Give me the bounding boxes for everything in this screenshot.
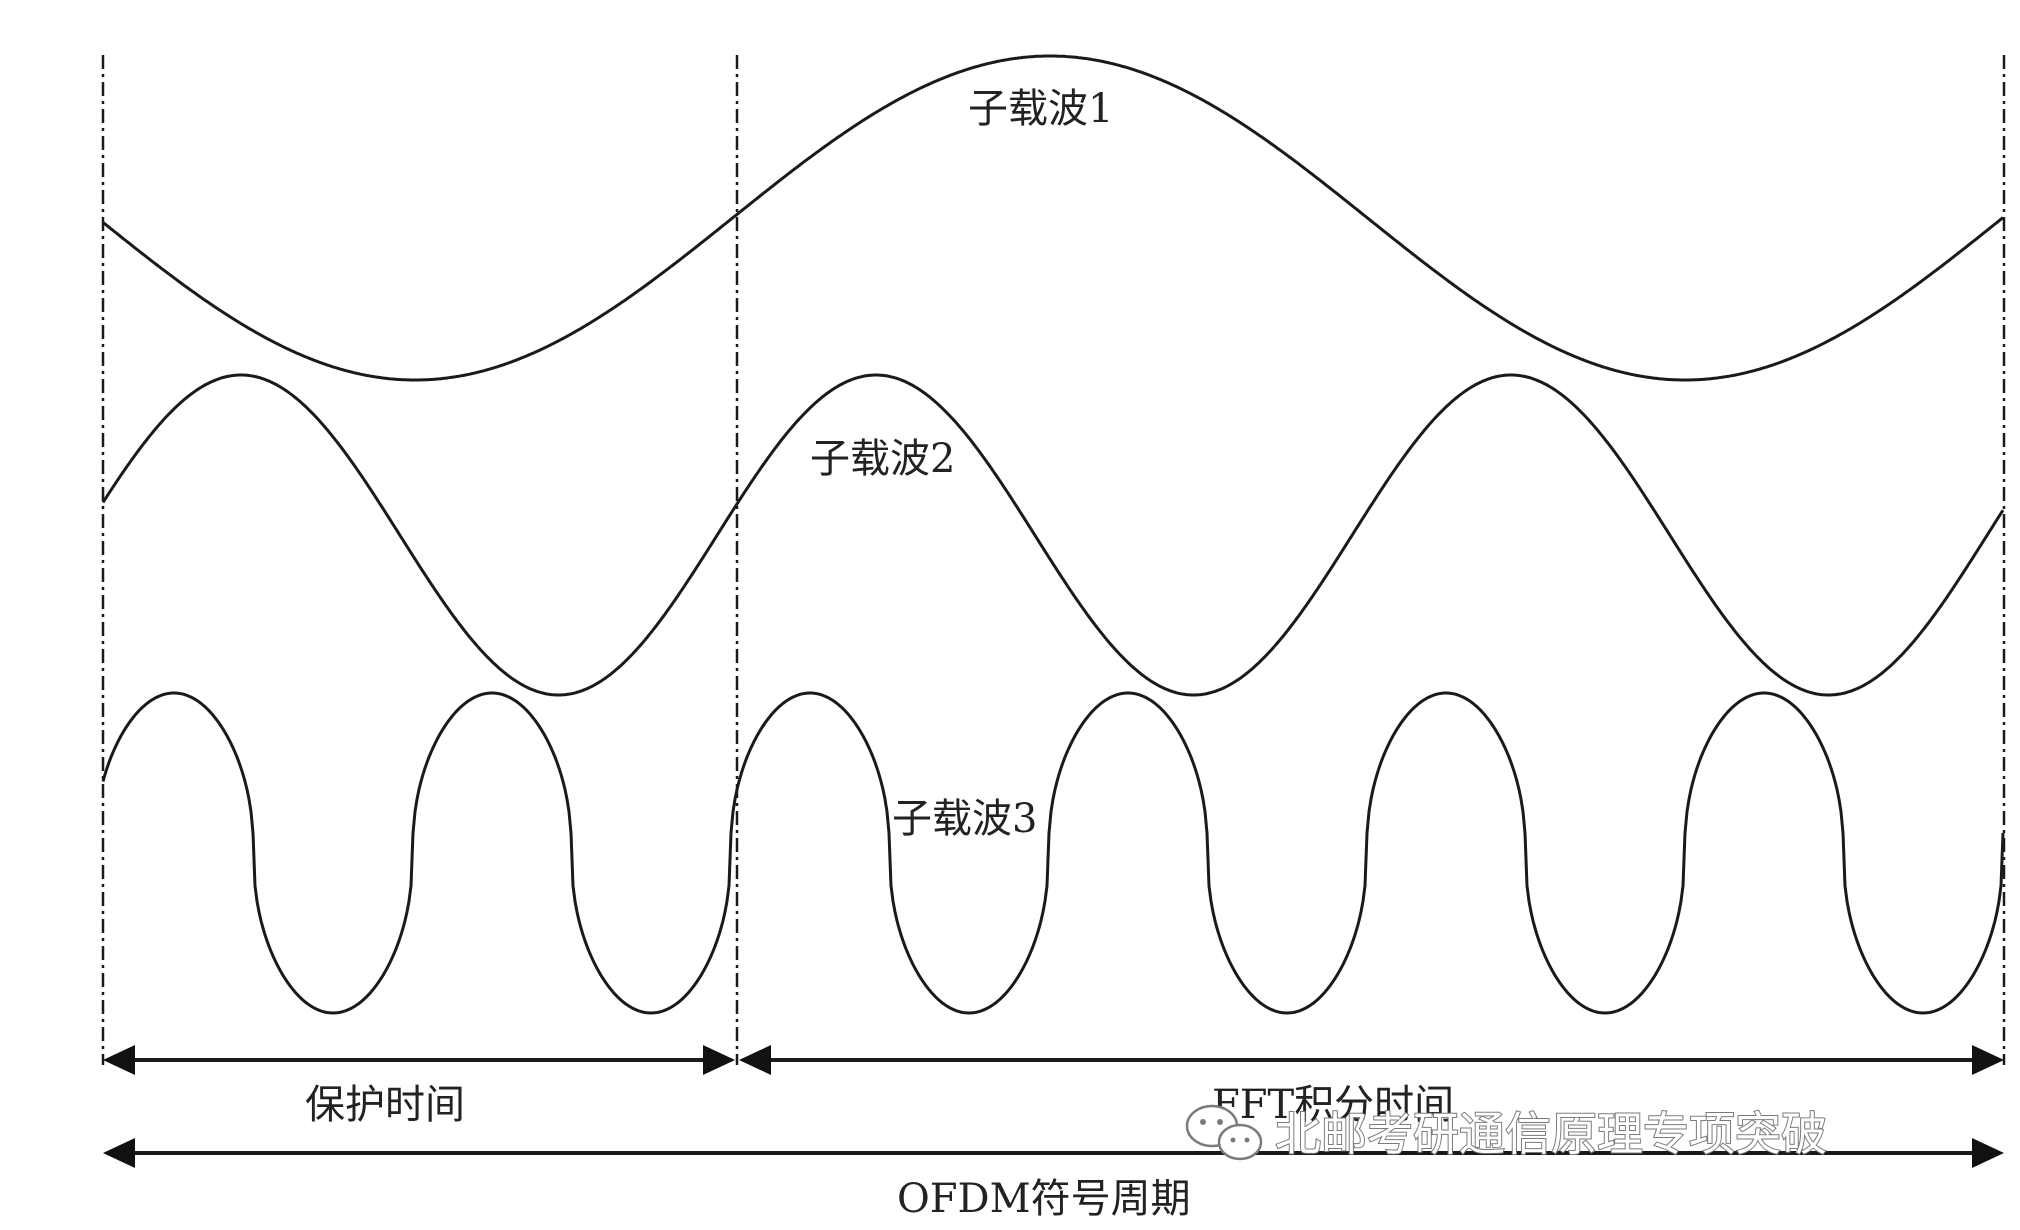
guard-time-arrow [103, 1045, 735, 1075]
ofdm-period-label: OFDM符号周期 [897, 1176, 1191, 1222]
ofdm-period-arrow [103, 1138, 2004, 1168]
subcarrier-2-label: 子载波2 [810, 436, 955, 482]
guard-time-label: 保护时间 [305, 1082, 465, 1128]
subcarrier-3-label: 子载波3 [892, 796, 1037, 842]
subcarrier-1-label: 子载波1 [968, 86, 1113, 132]
wechat-icon [1185, 1104, 1263, 1161]
subcarrier-2-wave [101, 373, 2005, 697]
subcarrier-3-wave [101, 691, 2005, 1015]
fft-time-arrow [739, 1045, 2004, 1075]
watermark: 北邮考研通信原理专项突破 [1185, 1104, 1828, 1162]
subcarrier-1-wave [102, 54, 2004, 382]
watermark-text: 北邮考研通信原理专项突破 [1275, 1107, 1827, 1161]
fft-time-label: FFT积分时间 [1212, 1082, 1454, 1128]
